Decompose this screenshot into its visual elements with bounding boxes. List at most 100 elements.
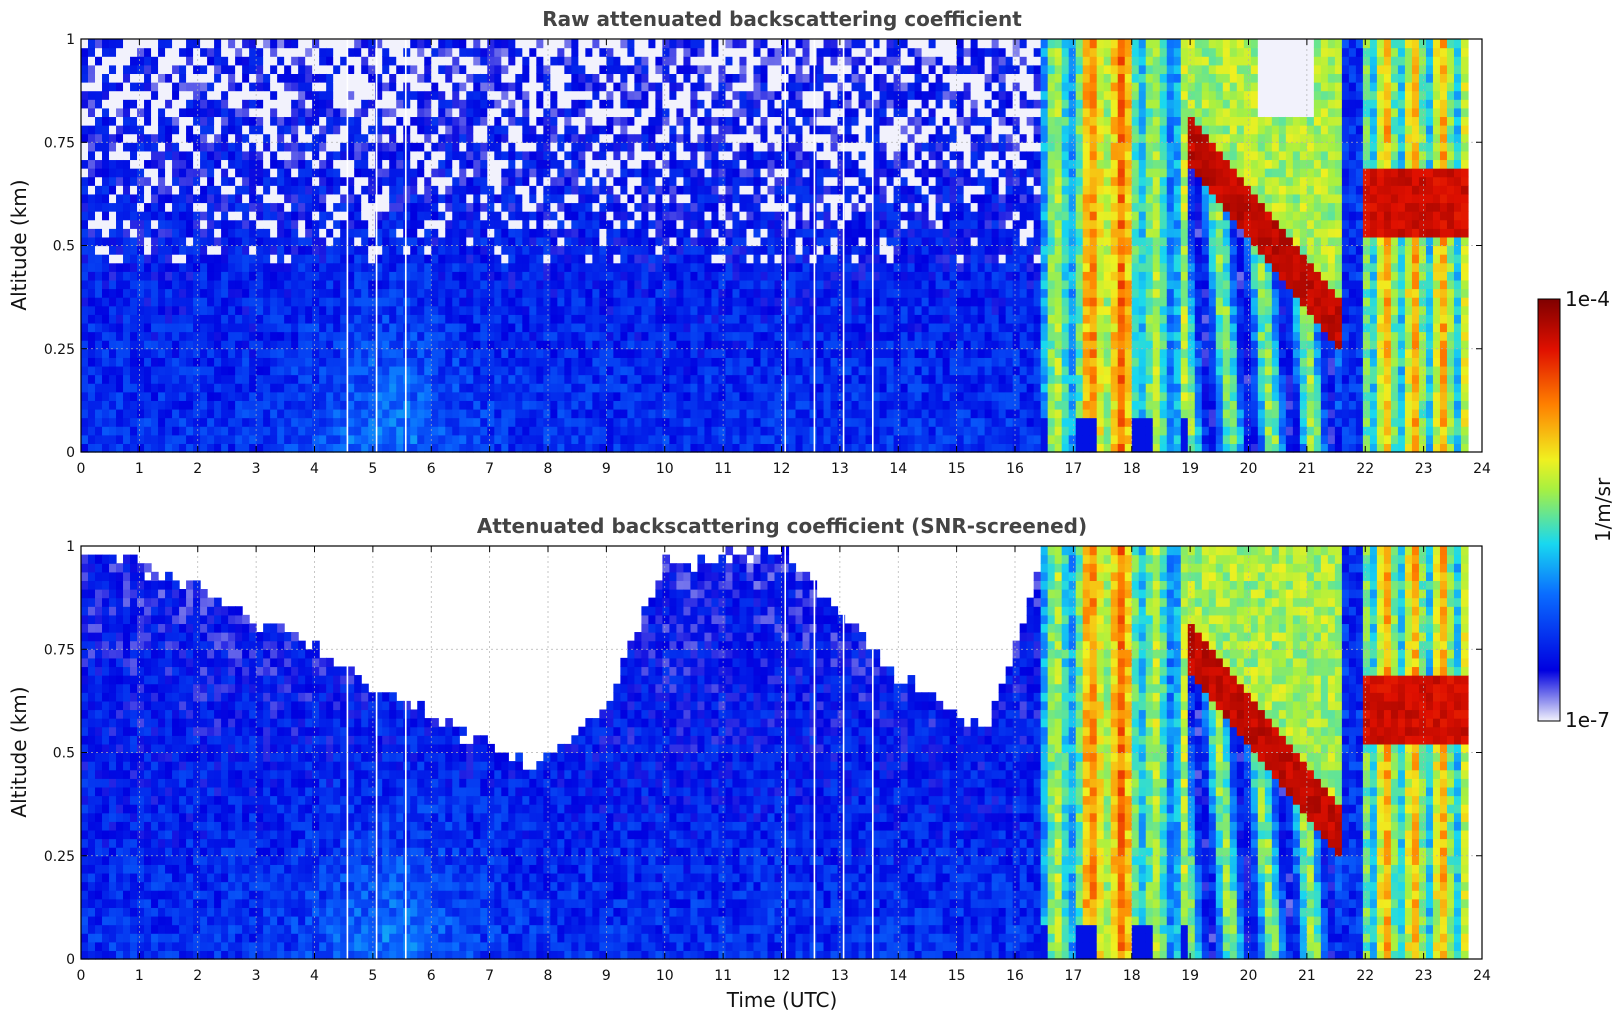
heatmap-cell	[536, 168, 544, 178]
heatmap-cell	[235, 357, 243, 367]
heatmap-cell	[536, 408, 544, 419]
heatmap-cell	[620, 159, 628, 169]
heatmap-cell	[732, 443, 741, 453]
heatmap-cell	[627, 262, 635, 272]
heatmap-cell	[368, 202, 376, 212]
heatmap-cell	[564, 168, 572, 178]
heatmap-cell	[725, 348, 734, 358]
heatmap-cell	[123, 211, 131, 221]
heatmap-cell	[662, 116, 671, 126]
heatmap-cell	[557, 426, 565, 436]
heatmap-cell	[228, 305, 236, 315]
heatmap-cell	[445, 400, 453, 410]
heatmap-cell	[396, 159, 404, 169]
heatmap-cell	[739, 64, 748, 75]
heatmap-cell	[88, 185, 96, 195]
heatmap-cell	[613, 176, 621, 186]
heatmap-cell	[746, 400, 755, 410]
heatmap-cell	[256, 297, 264, 307]
heatmap-cell	[641, 365, 649, 376]
heatmap-cell	[368, 391, 376, 401]
heatmap-cell	[473, 434, 481, 444]
heatmap-cell	[550, 176, 558, 186]
heatmap-cell	[508, 133, 516, 143]
heatmap-cell	[179, 271, 187, 281]
heatmap-cell	[186, 150, 194, 161]
heatmap-cell	[277, 408, 285, 419]
heatmap-cell	[193, 99, 201, 109]
heatmap-cell	[795, 39, 804, 49]
heatmap-cell	[550, 426, 558, 436]
heatmap-cell	[697, 39, 706, 49]
heatmap-cell	[494, 357, 502, 367]
heatmap-cell	[613, 125, 621, 135]
heatmap-cell	[522, 434, 530, 444]
heatmap-cell	[606, 133, 614, 143]
heatmap-cell	[354, 185, 362, 195]
heatmap-cell	[578, 236, 586, 247]
heatmap-cell	[333, 82, 341, 92]
heatmap-cell	[732, 56, 741, 66]
heatmap-cell	[578, 185, 586, 195]
heatmap-cell	[165, 82, 173, 92]
heatmap-cell	[354, 365, 362, 376]
heatmap-cell	[340, 39, 348, 49]
heatmap-cell	[249, 426, 257, 436]
heatmap-cell	[459, 56, 467, 66]
heatmap-cell	[655, 297, 664, 307]
heatmap-cell	[340, 159, 348, 169]
heatmap-cell	[445, 391, 453, 401]
heatmap-cell	[333, 374, 341, 384]
heatmap-cell	[130, 417, 138, 427]
heatmap-cell	[501, 159, 509, 169]
heatmap-cell	[368, 434, 376, 444]
heatmap-cell	[431, 47, 439, 57]
heatmap-cell	[263, 56, 271, 66]
heatmap-cell	[620, 365, 628, 376]
heatmap-cell	[172, 254, 180, 264]
heatmap-cell	[130, 443, 138, 453]
heatmap-cell	[340, 331, 348, 341]
heatmap-cell	[305, 391, 313, 401]
heatmap-cell	[473, 348, 481, 358]
heatmap-cell	[319, 331, 327, 341]
heatmap-cell	[144, 185, 152, 195]
heatmap-cell	[753, 185, 762, 195]
heatmap-cell	[109, 99, 117, 109]
heatmap-cell	[508, 56, 516, 66]
heatmap-cell	[256, 56, 264, 66]
heatmap-cell	[438, 374, 446, 384]
heatmap-cell	[564, 262, 572, 272]
heatmap-cell	[592, 426, 600, 436]
heatmap-cell	[704, 271, 713, 281]
heatmap-cell	[235, 125, 243, 135]
heatmap-cell	[298, 159, 306, 169]
heatmap-cell	[655, 185, 664, 195]
heatmap-cell	[137, 202, 145, 212]
heatmap-cell	[375, 288, 383, 298]
heatmap-cell	[795, 331, 804, 341]
heatmap-cell	[690, 116, 699, 126]
heatmap-cell	[725, 262, 734, 272]
heatmap-cell	[599, 236, 607, 247]
heatmap-cell	[802, 434, 811, 444]
heatmap-cell	[263, 211, 271, 221]
heatmap-cell	[284, 185, 292, 195]
heatmap-cell	[739, 340, 748, 350]
heatmap-cell	[389, 56, 397, 66]
heatmap-cell	[382, 159, 390, 169]
heatmap-cell	[802, 297, 811, 307]
heatmap-cell	[795, 107, 804, 118]
heatmap-cell	[151, 408, 159, 419]
heatmap-cell	[193, 116, 201, 126]
heatmap-cell	[361, 193, 369, 204]
heatmap-cell	[109, 426, 117, 436]
heatmap-cell	[382, 331, 390, 341]
heatmap-cell	[494, 64, 502, 75]
heatmap-cell	[697, 211, 706, 221]
heatmap-cell	[592, 348, 600, 358]
heatmap-cell	[536, 73, 544, 83]
heatmap-cell	[193, 176, 201, 186]
heatmap-cell	[655, 125, 664, 135]
heatmap-cell	[291, 193, 299, 204]
